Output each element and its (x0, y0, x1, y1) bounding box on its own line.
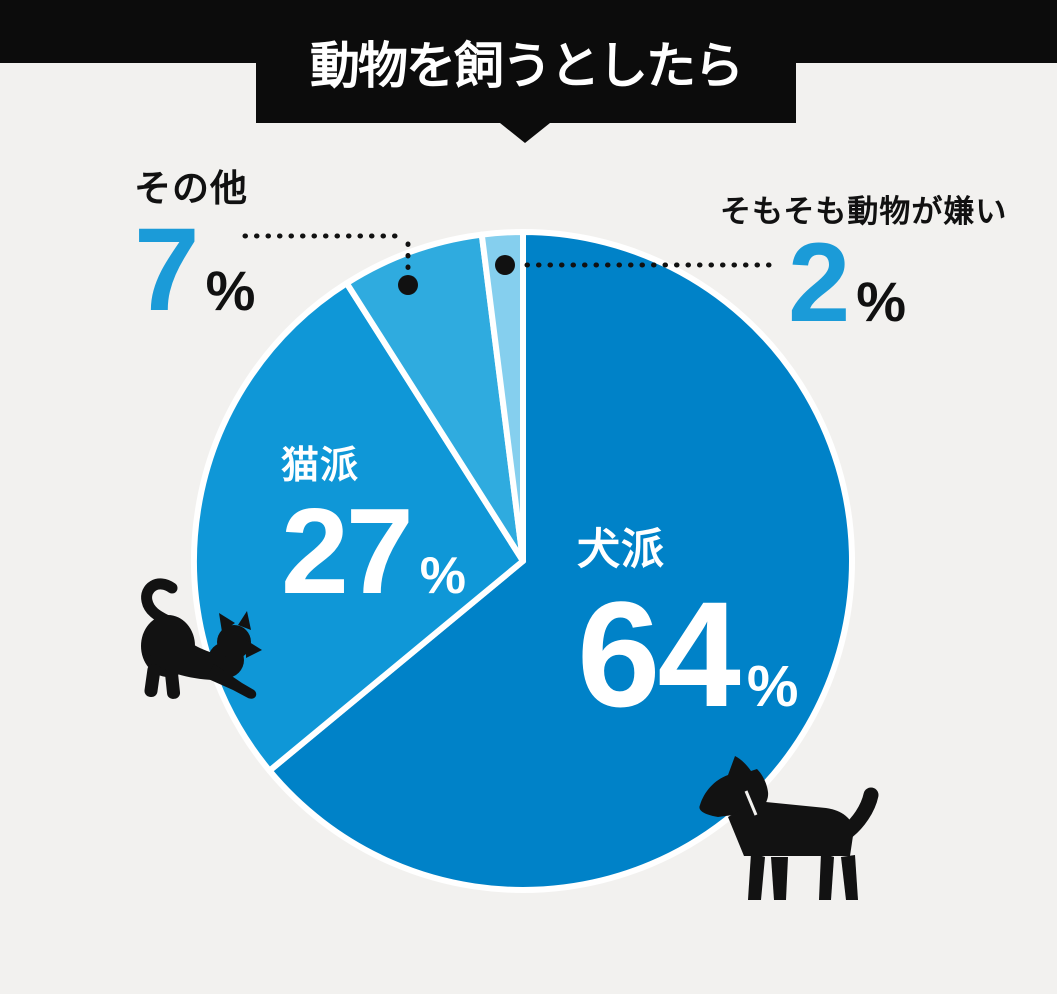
callout-other-value: 7 % (134, 204, 256, 336)
pie-slice-dislike (478, 228, 526, 564)
leader-dot-dislike (495, 255, 515, 275)
callout-other-number: 7 (134, 204, 200, 336)
banner-pointer-triangle (500, 123, 550, 143)
callout-other-unit: % (205, 259, 256, 322)
dog-icon (699, 756, 879, 900)
callout-dislike-unit: % (856, 270, 907, 333)
pie-slice-dog (266, 229, 855, 893)
label-cat-slice: 猫派 27 % (281, 434, 466, 619)
callout-dislike-label: そもそも動物が嫌い (720, 194, 1008, 229)
callout-dislike: そもそも動物が嫌い 2 % (720, 186, 1008, 345)
banner-box: 動物を飼うとしたら (256, 0, 796, 123)
cat-icon (141, 578, 262, 699)
label-dog-number: 64 (577, 570, 741, 738)
page-title: 動物を飼うとしたら (310, 37, 744, 94)
label-cat-value: 27 % (281, 483, 466, 619)
label-dog-unit: % (746, 654, 799, 719)
pie-slice-cat (191, 280, 526, 774)
callout-dislike-number: 2 (788, 220, 850, 345)
pie-slices (191, 228, 855, 893)
pie-slice-other (343, 231, 526, 564)
label-cat-number: 27 (281, 483, 414, 619)
label-dog-slice: 犬派 64 % (577, 515, 799, 738)
callout-other-label: その他 (134, 168, 248, 209)
label-dog-name: 犬派 (577, 526, 665, 574)
callout-dislike-value: 2 % (788, 220, 1007, 345)
callout-other: その他 7 % (134, 158, 256, 336)
leader-lines (242, 233, 773, 295)
leader-dot-other (398, 275, 418, 295)
label-cat-unit: % (419, 547, 466, 605)
label-cat-name: 猫派 (281, 445, 360, 487)
label-dog-value: 64 % (577, 570, 799, 738)
